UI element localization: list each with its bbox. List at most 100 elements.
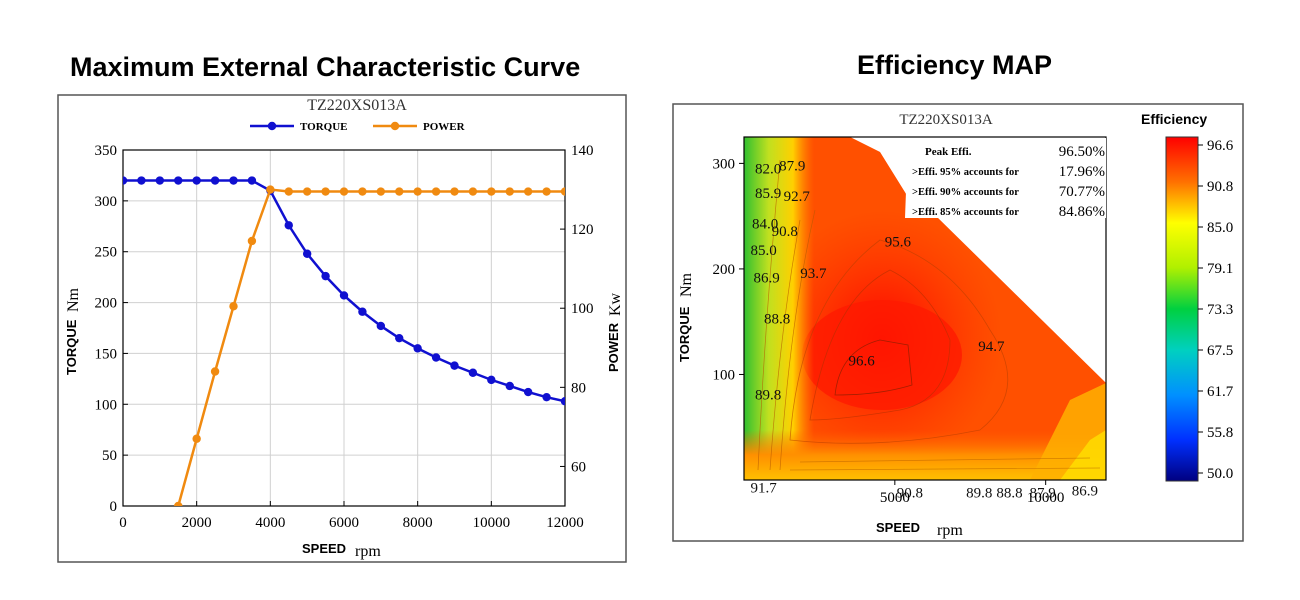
colorbar-tick-label: 90.8 <box>1207 179 1233 195</box>
y-tick-label: 0 <box>110 499 118 515</box>
data-point-torque <box>247 176 257 185</box>
contour-label: 88.8 <box>996 486 1022 502</box>
efficiency-stats-box: Peak Effi. 96.50% >Effi. 95% accounts for 1… <box>905 138 1106 220</box>
data-point-power <box>413 187 422 196</box>
data-point-power <box>376 187 386 196</box>
y-tick-label: 50 <box>102 448 117 464</box>
max-external-characteristic-chart: TZ220XS013A TORQUE POWER 0 2000 4000 6000 800… <box>57 94 627 563</box>
data-point-torque <box>487 375 496 385</box>
x-axis-ticks: 5000 10000 <box>880 480 1065 506</box>
data-point-power <box>302 187 312 196</box>
legend-marker-power <box>390 121 400 131</box>
colorbar <box>1165 136 1199 482</box>
contour-label: 87.9 <box>1030 486 1056 502</box>
contour-label: 96.6 <box>849 354 876 370</box>
y-axis-label: TORQUE <box>64 319 79 375</box>
data-point-torque <box>339 291 349 300</box>
colorbar-tick-label: 67.5 <box>1207 343 1233 359</box>
data-point-torque <box>450 361 459 370</box>
stats-box-bg <box>905 138 1106 218</box>
chart-frame <box>57 94 627 563</box>
y-tick-label: 100 <box>713 367 736 383</box>
contour-label: 90.8 <box>897 486 923 502</box>
data-point-torque <box>302 249 312 258</box>
data-point-power <box>358 187 367 196</box>
data-point-power <box>523 187 533 196</box>
y-axis-unit: Nm <box>65 287 82 312</box>
data-point-power <box>560 187 565 196</box>
x-tick-label: 12000 <box>546 515 584 531</box>
x-axis-label: SPEED <box>876 520 920 535</box>
data-point-power <box>284 187 293 196</box>
data-point-torque <box>505 381 514 391</box>
right-chart-title: Efficiency MAP <box>857 50 1053 80</box>
series-line-power <box>177 188 565 506</box>
y2-tick-label: 140 <box>571 143 594 159</box>
contour-label: 82.0 <box>755 162 781 178</box>
y-tick-label: 150 <box>95 346 118 362</box>
contour-label: 89.8 <box>755 388 781 404</box>
legend-label-power: POWER <box>423 121 466 133</box>
stat-value: 96.50% <box>1059 144 1105 160</box>
data-point-torque <box>431 353 441 362</box>
y-tick-label: 250 <box>95 245 118 261</box>
x-axis-label: SPEED <box>302 541 346 556</box>
contour-label: 93.7 <box>800 266 827 282</box>
legend: TORQUE POWER <box>250 121 466 133</box>
colorbar-title: Efficiency <box>1141 111 1207 127</box>
stat-value: 70.77% <box>1059 184 1105 200</box>
contour-label: 86.9 <box>1072 484 1098 500</box>
x-tick-label: 10000 <box>1027 490 1065 506</box>
contour-label: 87.9 <box>779 158 805 174</box>
contour-label: 89.8 <box>966 486 992 502</box>
x-tick-label: 5000 <box>880 490 910 506</box>
data-point-power <box>229 302 238 311</box>
y-tick-label: 200 <box>713 262 736 278</box>
y-axis-label: TORQUE <box>677 306 692 362</box>
data-point-torque <box>210 176 220 185</box>
y2-axis-ticks: 60 80 100 120 140 <box>560 143 594 475</box>
data-point-power <box>247 236 257 246</box>
colorbar-tick-label: 55.8 <box>1207 425 1233 441</box>
y2-tick-label: 60 <box>571 459 586 475</box>
x-tick-label: 0 <box>119 515 127 531</box>
y-axis-ticks: 0 50 100 150 200 250 300 350 <box>95 143 128 515</box>
contour-label: 85.0 <box>750 243 776 259</box>
colorbar-tick-label: 61.7 <box>1207 384 1234 400</box>
y-tick-label: 200 <box>95 296 118 312</box>
data-point-torque <box>395 333 404 343</box>
data-point-power <box>431 187 441 196</box>
stat-label: >Effi. 90% accounts for <box>912 187 1019 198</box>
chart-subtitle: TZ220XS013A <box>307 97 407 114</box>
y-tick-label: 300 <box>713 156 736 172</box>
stat-label: >Effi. 95% accounts for <box>912 167 1019 178</box>
contour-label: 91.7 <box>750 480 777 496</box>
data-point-power <box>192 434 201 443</box>
y-axis-unit: Nm <box>678 272 695 297</box>
plot-area <box>743 136 1107 481</box>
colorbar-ticks: 96.6 90.8 85.0 79.1 73.3 67.5 61.7 55.8 50.0 <box>1198 138 1234 482</box>
data-point-power <box>395 187 404 196</box>
contour-label: 88.8 <box>764 312 790 328</box>
x-tick-label: 10000 <box>473 515 511 531</box>
contour-label: 92.7 <box>784 189 811 205</box>
x-tick-label: 8000 <box>403 515 433 531</box>
data-point-torque <box>560 397 565 406</box>
y-tick-label: 100 <box>95 397 118 413</box>
data-point-torque <box>542 392 551 402</box>
colorbar-tick-label: 96.6 <box>1207 138 1234 154</box>
contour-label: 84.0 <box>752 217 778 233</box>
data-point-power <box>468 187 478 196</box>
contour-label: 95.6 <box>885 234 912 250</box>
y2-tick-label: 80 <box>571 380 586 396</box>
contour-label: 94.7 <box>978 339 1005 355</box>
colorbar-tick-label: 73.3 <box>1207 302 1233 318</box>
contour-label: 85.9 <box>755 186 781 202</box>
data-point-torque <box>358 307 367 316</box>
data-point-torque <box>523 387 533 397</box>
colorbar-tick-label: 79.1 <box>1207 261 1233 277</box>
stat-label: >Effi. 85% accounts for <box>912 207 1019 218</box>
data-point-torque <box>192 176 201 185</box>
data-point-torque <box>413 344 422 353</box>
data-point-torque <box>123 176 128 185</box>
